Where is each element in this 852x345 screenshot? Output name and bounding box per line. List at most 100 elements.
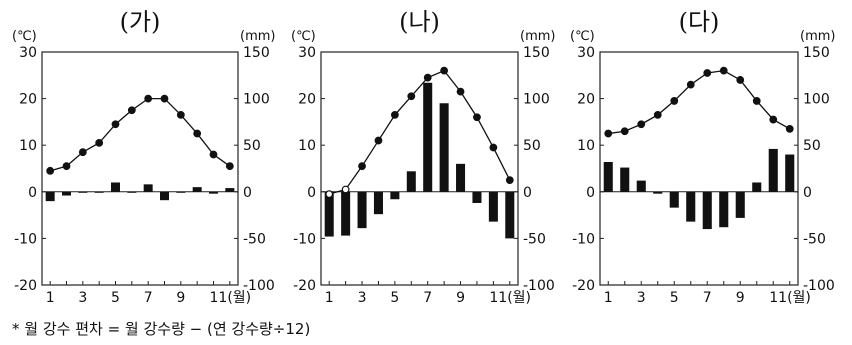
p3-precip-bar — [768, 148, 778, 192]
p1-temperature-point — [176, 111, 185, 119]
p3-right-tick-label: -100 — [803, 278, 835, 294]
p2-right-tick-label: -100 — [523, 278, 555, 294]
p3-temperature-point — [637, 120, 646, 129]
p3-temperature-point — [769, 115, 778, 124]
p1-precip-bar — [111, 182, 120, 192]
p3-temperature-point — [653, 111, 662, 119]
p3-left-tick-label: 0 — [586, 185, 595, 201]
p1-frame — [41, 51, 239, 286]
p1-precip-bar — [160, 191, 169, 201]
p2-temperature-point — [390, 111, 399, 119]
p1-right-tick-label: 100 — [243, 92, 270, 108]
p3-left-unit: (℃) — [570, 29, 595, 44]
p2-precip-bar — [357, 191, 367, 229]
p1-temperature-line — [49, 97, 231, 172]
p3-frame — [599, 51, 799, 286]
p3-precip-bar — [785, 154, 795, 192]
p3-right-unit: (mm) — [800, 29, 835, 44]
p2-precip-bar — [439, 103, 449, 192]
p1-left-tick-label: -20 — [14, 278, 37, 294]
p1-precip-bar — [62, 191, 71, 196]
p1-left-tick-label: 10 — [19, 138, 37, 154]
p2-right-tick-label: 100 — [523, 92, 550, 108]
p1-temperature-point — [160, 94, 169, 103]
p3-precip-bar — [669, 191, 679, 208]
p3-precip-bar — [752, 182, 762, 192]
p1-precip-bar — [143, 184, 153, 192]
p1-precip-bar — [45, 191, 55, 202]
p2-temperature-point — [358, 162, 366, 171]
p1-title: (가) — [120, 8, 161, 36]
p2-temperature-point — [374, 136, 383, 145]
p1-x-tick-label: 5 — [111, 290, 120, 306]
p1-right-tick-label: -100 — [243, 278, 275, 294]
p2-temperature-point — [505, 176, 514, 185]
p1-right-unit: (mm) — [240, 29, 275, 44]
p2-temperature-point — [473, 113, 481, 122]
p2-precip-bar — [488, 191, 498, 222]
p3-temperature-point — [736, 76, 745, 84]
p3-left-tick-label: -20 — [572, 278, 595, 294]
p1-x-tick-label: 9 — [176, 290, 185, 306]
p3-temperature-point — [620, 127, 629, 136]
p2-temperature-point — [456, 87, 465, 96]
p3-x-tick-label: 1 — [604, 290, 613, 306]
p2-left-tick-label: 20 — [298, 92, 316, 108]
p3-left-tick-label: 30 — [577, 45, 595, 61]
p1-precip-bar — [176, 191, 186, 193]
p2-precip-bar — [505, 191, 515, 239]
p3-precip-bar — [702, 191, 712, 230]
p3-left-tick-label: -10 — [572, 231, 595, 247]
p3-temperature-point — [670, 97, 679, 105]
p3-right-tick-label: 100 — [803, 92, 830, 108]
p2-temperature-point — [440, 66, 449, 75]
p1-precip-bar — [225, 188, 235, 192]
p3-x-tick-label: 3 — [637, 290, 646, 306]
p1-right-tick-label: -50 — [243, 231, 266, 247]
p2-x-tick-label: 1 — [325, 290, 334, 306]
p2-left-unit: (℃) — [291, 29, 316, 44]
p1-temperature-point — [127, 106, 136, 115]
p3-title: (다) — [679, 8, 720, 36]
p3-x-tick-label: 7 — [703, 290, 712, 306]
p1-right-tick-label: 50 — [243, 138, 261, 154]
p1-temperature-point — [46, 166, 55, 175]
p3-right-tick-label: 0 — [803, 185, 812, 201]
p3-temperature-point — [686, 80, 695, 89]
p2-right-tick-label: 150 — [523, 45, 550, 61]
p1-x-tick-label: 1 — [46, 290, 55, 306]
p3-precip-bar — [719, 191, 729, 228]
p1-precip-bar — [78, 191, 88, 193]
p1-x-tick-label: 7 — [144, 290, 153, 306]
p1-temperature-point — [144, 94, 153, 103]
p3-temperature-line — [608, 69, 791, 135]
p1-precip-bar — [127, 191, 137, 193]
p1-right-tick-label: 150 — [243, 45, 270, 61]
p2-precip-bar — [341, 191, 351, 236]
p2-right-unit: (mm) — [520, 29, 555, 44]
p2-precip-bar — [456, 163, 466, 192]
p2-x-tick-label: 11(월) — [489, 290, 531, 306]
p3-right-tick-label: 50 — [803, 138, 821, 154]
p2-temperature-point — [325, 190, 334, 199]
p1-temperature-point — [225, 162, 234, 171]
p3-temperature-point — [703, 69, 712, 77]
p1-right-tick-label: 0 — [243, 185, 252, 201]
p1-left-unit: (℃) — [12, 29, 37, 44]
p1-precip-bar — [209, 191, 218, 194]
p3-precip-bar — [603, 161, 613, 192]
p2-title: (나) — [399, 8, 440, 36]
p1-temperature-point — [95, 138, 104, 147]
p2-temperature-point — [423, 73, 432, 82]
p3-precip-bar — [686, 191, 696, 222]
p2-left-tick-label: -10 — [293, 231, 316, 247]
p3-right-tick-label: 150 — [803, 45, 830, 61]
p3-right-tick-label: -50 — [803, 231, 826, 247]
p2-precip-bar — [390, 191, 400, 200]
p3-temperature-point — [719, 66, 728, 75]
p2-precip-bar — [406, 171, 416, 192]
p3-precip-bar — [735, 191, 745, 218]
p2-right-tick-label: 0 — [523, 185, 532, 201]
p1-temperature-point — [78, 148, 87, 157]
